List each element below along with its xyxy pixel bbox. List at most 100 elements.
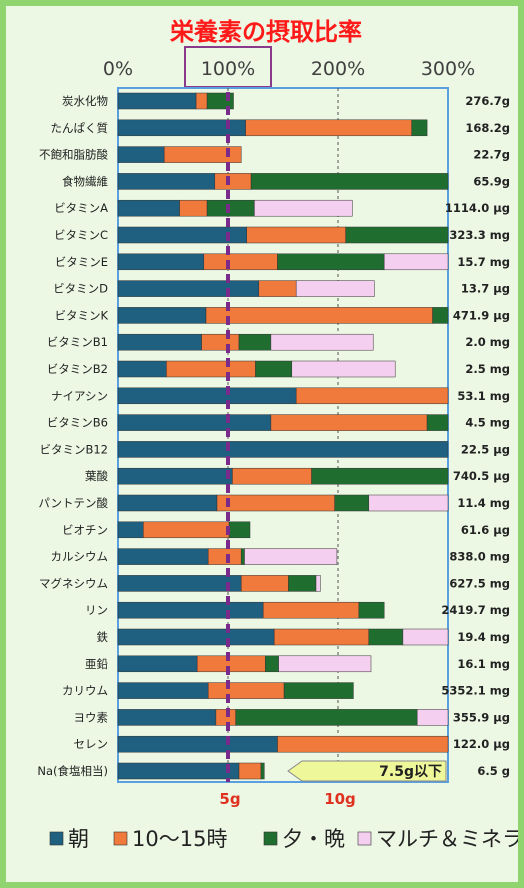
bar-segment: [246, 226, 346, 244]
total-value: 19.4 mg: [457, 630, 510, 644]
bar-segment: [201, 333, 240, 351]
bar-segment: [238, 762, 262, 780]
bar-segment: [207, 682, 285, 699]
bar-segment: [205, 307, 433, 324]
bar-segment: [402, 628, 449, 646]
bar-segment: [117, 280, 260, 297]
bar-segment: [288, 575, 317, 592]
bar-segment: [117, 360, 167, 378]
bar-segment: [273, 628, 370, 646]
category-label: ナイアシン: [51, 389, 108, 403]
total-value: 6.5 g: [477, 764, 510, 778]
bar-segment: [117, 307, 207, 324]
legend-label: 夕・晩: [282, 827, 345, 851]
total-value: 2419.7 mg: [441, 603, 510, 617]
plot-area: [117, 87, 449, 783]
total-value: 22.7g: [473, 148, 510, 162]
chart-title: 栄養素の摂取比率: [169, 18, 362, 46]
bar-segment: [117, 575, 242, 592]
bar-segment: [117, 92, 197, 110]
total-value: 627.5 mg: [449, 576, 510, 590]
bar-segment: [260, 762, 265, 780]
category-label: パントテン酸: [38, 496, 108, 510]
bar-segment: [117, 494, 218, 512]
bar-segment: [117, 655, 198, 673]
bar-segment: [117, 173, 216, 190]
bar-segment: [117, 333, 202, 351]
bar-segment: [278, 655, 372, 673]
total-value: 15.7 mg: [457, 255, 510, 269]
category-label: セレン: [74, 737, 109, 751]
bar-segment: [368, 628, 404, 646]
legend-swatch: [113, 831, 128, 846]
category-label: ビタミンE: [55, 255, 108, 269]
bar-segment: [216, 494, 335, 512]
bar-segment: [117, 467, 233, 485]
category-label: 食物繊維: [62, 174, 108, 188]
bar-segment: [283, 682, 354, 699]
bar-segment: [179, 199, 208, 217]
total-value: 65.9g: [473, 174, 510, 188]
bar-segment: [270, 414, 428, 431]
x-tick-label: 300%: [421, 58, 475, 80]
category-label: たんぱく質: [51, 121, 109, 135]
category-label: ビタミンB6: [47, 416, 108, 430]
category-label: Na(食塩相当): [37, 764, 108, 778]
x-tick-label: 0%: [103, 58, 133, 80]
category-label: 鉄: [97, 630, 109, 644]
category-label: カリウム: [62, 684, 108, 698]
bar-segment: [196, 655, 266, 673]
category-label: ビタミンB1: [47, 335, 108, 349]
bar-segment: [345, 226, 449, 244]
legend-swatch: [49, 831, 64, 846]
category-label: マグネシウム: [39, 576, 108, 590]
bar-segment: [117, 387, 297, 405]
bar-segment: [117, 414, 272, 431]
bar-segment: [117, 199, 180, 217]
bar-segment: [117, 735, 278, 753]
bar-segment: [215, 709, 236, 726]
bar-segment: [277, 735, 449, 753]
category-label: 葉酸: [85, 469, 108, 483]
bar-segment: [163, 146, 242, 163]
bar-segment: [195, 92, 208, 110]
nutrient-chart: 栄養素の摂取比率 0% 100% 200% 300% 炭水化物 276.7g たんぱく質 1…: [37, 18, 518, 851]
salt-tick-label: 5g: [219, 790, 240, 808]
bar-segment: [258, 280, 297, 297]
bar-segment: [117, 601, 264, 619]
bar-segment: [206, 199, 255, 217]
total-value: 11.4 mg: [457, 496, 510, 510]
bar-segment: [117, 628, 275, 646]
bar-segment: [368, 494, 449, 512]
bar-segment: [166, 360, 256, 378]
x-tick-label: 200%: [311, 58, 365, 80]
total-value: 838.0 mg: [449, 550, 510, 564]
total-value: 740.5 μg: [453, 469, 510, 483]
bar-segment: [117, 146, 165, 163]
bar-segment: [203, 253, 278, 271]
legend-swatch: [263, 831, 278, 846]
bar-segment: [245, 119, 412, 137]
total-value: 13.7 μg: [461, 282, 510, 296]
total-value: 16.1 mg: [457, 657, 510, 671]
bar-segment: [240, 548, 245, 565]
bar-segment: [295, 280, 375, 297]
total-value: 471.9 μg: [453, 308, 510, 322]
bar-segment: [262, 601, 360, 619]
bar-segment: [232, 467, 312, 485]
bar-segment: [277, 253, 385, 271]
bar-segment: [117, 709, 217, 726]
category-label: ビタミンB12: [39, 442, 108, 456]
category-label: リン: [85, 603, 108, 617]
total-value: 2.5 mg: [465, 362, 510, 376]
bar-segment: [254, 199, 353, 217]
total-value: 1114.0 μg: [445, 201, 510, 215]
bar-segment: [291, 360, 396, 378]
total-value: 168.2g: [465, 121, 510, 135]
bar-segment: [432, 307, 449, 324]
bar-segment: [117, 762, 240, 780]
bar-segment: [250, 173, 449, 190]
bar-segment: [295, 387, 449, 405]
category-label: 不飽和脂肪酸: [39, 148, 108, 162]
category-label: 炭水化物: [62, 94, 108, 108]
